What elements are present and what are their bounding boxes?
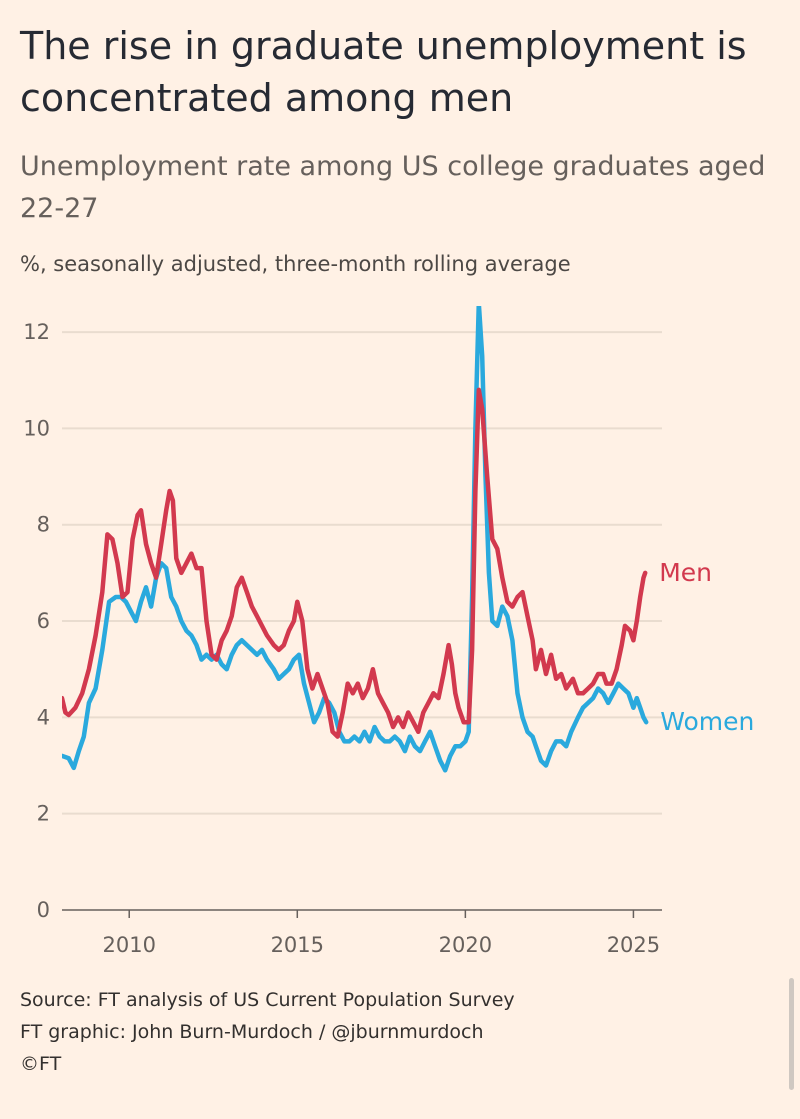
series-line-women — [62, 306, 649, 773]
y-tick-label: 6 — [37, 609, 50, 633]
y-axis-ticks: 0 2 4 6 8 10 12 — [23, 320, 50, 922]
x-tick-label: 2020 — [439, 933, 492, 957]
y-tick: 0 — [37, 898, 50, 922]
y-tick: 8 — [37, 513, 50, 537]
x-tick: 2010 — [103, 910, 156, 957]
y-tick: 12 — [23, 320, 50, 344]
x-tick: 2020 — [439, 910, 492, 957]
y-tick: 4 — [37, 705, 50, 729]
x-tick-label: 2010 — [103, 933, 156, 957]
y-tick: 6 — [37, 609, 50, 633]
series-label-men: Men — [659, 558, 712, 587]
y-tick-label: 10 — [23, 416, 50, 440]
y-tick: 2 — [37, 802, 50, 826]
y-tick: 10 — [23, 416, 50, 440]
y-tick-label: 12 — [23, 320, 50, 344]
x-axis-ticks: 2010 2015 2020 2025 — [103, 910, 660, 957]
series-labels: Men Women — [659, 558, 754, 736]
y-tick-label: 8 — [37, 513, 50, 537]
x-tick-label: 2025 — [607, 933, 660, 957]
series-label-women: Women — [660, 707, 754, 736]
chart-footer: Source: FT analysis of US Current Popula… — [20, 984, 760, 1080]
gridlines — [62, 331, 662, 911]
y-tick-label: 0 — [37, 898, 50, 922]
scrollbar-thumb[interactable] — [789, 978, 794, 1090]
series-line-men — [62, 387, 648, 739]
line-chart: 0 2 4 6 8 10 12 2010 2015 2020 2025 Men Women — [23, 306, 754, 957]
x-tick: 2015 — [271, 910, 324, 957]
x-tick: 2025 — [607, 910, 660, 957]
y-tick-label: 2 — [37, 802, 50, 826]
copyright-note: ©FT — [20, 1053, 62, 1075]
chart-unit-note: %, seasonally adjusted, three-month roll… — [20, 252, 571, 276]
chart-subtitle: Unemployment rate among US college gradu… — [20, 151, 766, 224]
series-lines — [62, 306, 649, 773]
x-tick-label: 2015 — [271, 933, 324, 957]
source-note: Source: FT analysis of US Current Popula… — [20, 989, 515, 1011]
chart-title: The rise in graduate unemployment is con… — [20, 24, 747, 120]
y-tick-label: 4 — [37, 705, 50, 729]
graphic-credit: FT graphic: John Burn-Murdoch / @jburnmu… — [20, 1021, 484, 1043]
